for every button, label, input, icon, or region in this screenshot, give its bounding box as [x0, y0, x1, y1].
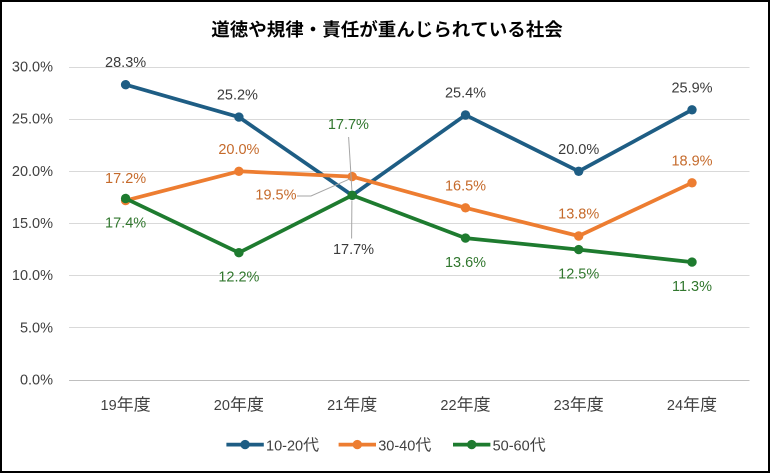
svg-text:13.8%: 13.8% — [558, 207, 599, 223]
svg-text:25.4%: 25.4% — [445, 86, 486, 102]
svg-text:15.0%: 15.0% — [12, 216, 53, 232]
svg-text:0.0%: 0.0% — [20, 373, 53, 389]
svg-text:22: 22 — [440, 398, 456, 414]
svg-text:25.9%: 25.9% — [671, 80, 712, 96]
svg-text:12.5%: 12.5% — [558, 267, 599, 283]
svg-text:17.2%: 17.2% — [105, 171, 146, 187]
svg-text:18.9%: 18.9% — [671, 153, 712, 169]
svg-text:17.7%: 17.7% — [328, 117, 369, 133]
svg-text:11.3%: 11.3% — [672, 279, 712, 295]
svg-text:25.0%: 25.0% — [12, 112, 53, 128]
svg-text:12.2%: 12.2% — [218, 270, 259, 286]
svg-text:30-40: 30-40 — [378, 439, 415, 455]
svg-text:10-20: 10-20 — [266, 439, 303, 455]
svg-text:20.0%: 20.0% — [12, 164, 53, 180]
svg-text:13.6%: 13.6% — [445, 255, 486, 271]
svg-text:23: 23 — [554, 398, 570, 414]
svg-text:20.0%: 20.0% — [218, 142, 259, 158]
svg-text:50-60: 50-60 — [493, 439, 530, 455]
svg-text:5.0%: 5.0% — [20, 320, 53, 336]
svg-text:28.3%: 28.3% — [105, 55, 146, 71]
svg-text:19.5%: 19.5% — [255, 188, 296, 204]
svg-text:20.0%: 20.0% — [558, 142, 599, 158]
svg-text:16.5%: 16.5% — [445, 178, 486, 194]
svg-text:17.7%: 17.7% — [333, 242, 374, 258]
svg-text:24: 24 — [667, 398, 683, 414]
svg-text:10.0%: 10.0% — [12, 268, 53, 284]
svg-text:25.2%: 25.2% — [217, 88, 258, 104]
svg-text:30.0%: 30.0% — [12, 60, 53, 76]
svg-text:19: 19 — [101, 398, 117, 414]
svg-text:17.4%: 17.4% — [105, 216, 146, 232]
svg-text:20: 20 — [214, 398, 230, 414]
svg-text:21: 21 — [327, 398, 343, 414]
